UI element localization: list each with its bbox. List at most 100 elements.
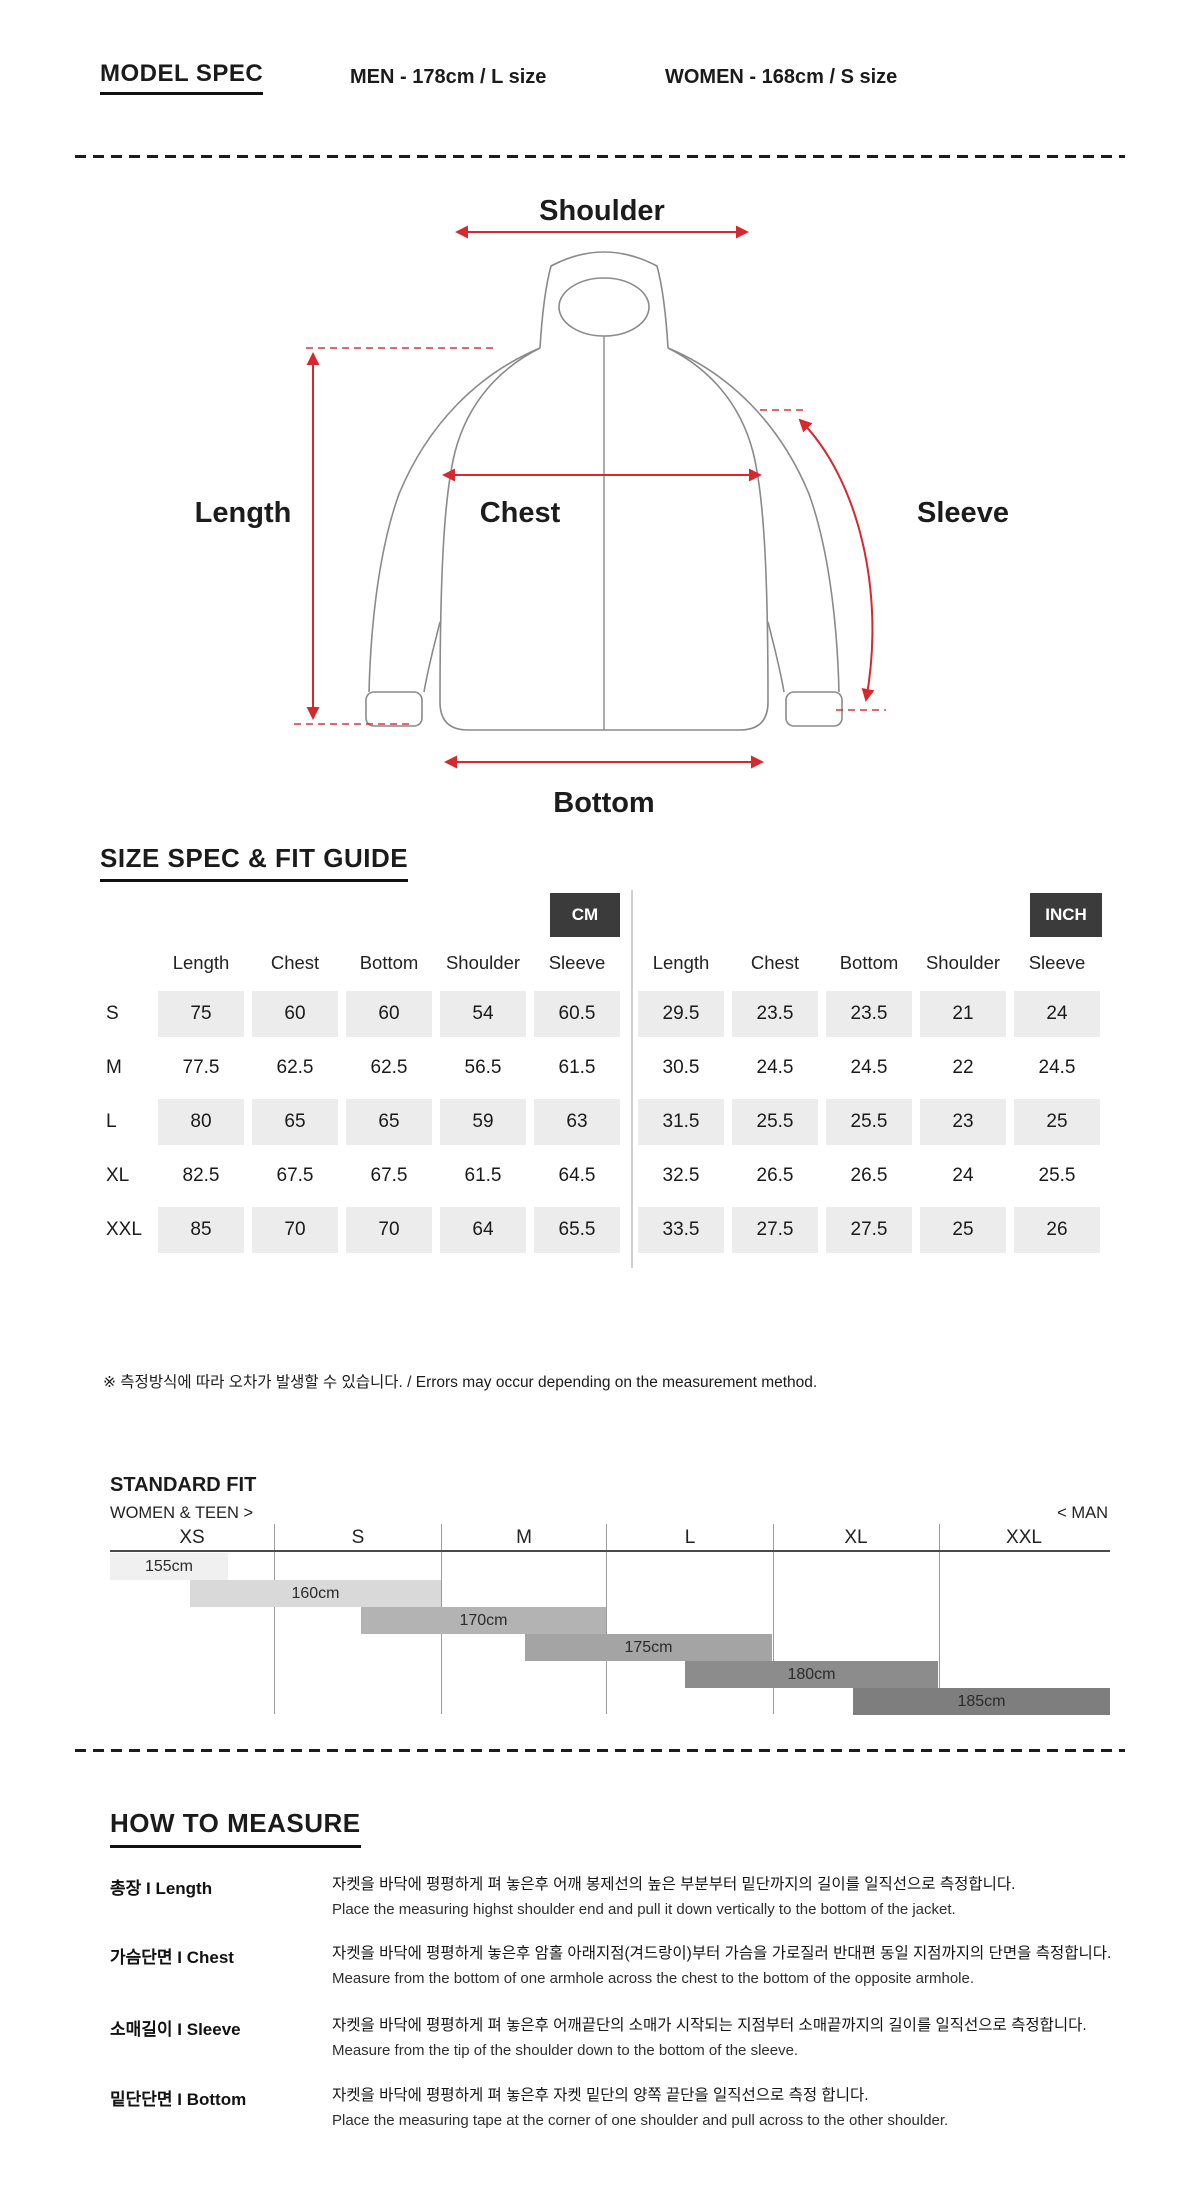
fit-grid-line — [606, 1524, 607, 1714]
inch-cell: 23.5 — [826, 991, 912, 1037]
measurement-arrows — [294, 225, 886, 769]
cm-cell: 67.5 — [370, 1165, 408, 1186]
size-label: M — [106, 1057, 122, 1078]
table-row: S 75 60 60 54 60.5 — [100, 991, 620, 1037]
sleeve-label: Sleeve — [917, 497, 1009, 529]
inch-col-sleeve: Sleeve — [1028, 952, 1086, 973]
measure-desc-ko: 자켓을 바닥에 평평하게 놓은후 암홀 아래지점(겨드랑이)부터 가슴을 가로질… — [332, 1945, 1112, 1962]
cm-cell: 61.5 — [558, 1057, 596, 1078]
measure-desc-ko: 자켓을 바닥에 평평하게 펴 놓은후 어깨 봉제선의 높은 부분부터 밑단까지의… — [332, 1876, 1016, 1893]
measure-label: 밑단단면 I Bottom — [110, 2090, 247, 2109]
inch-cell: 25 — [920, 1207, 1006, 1253]
dashed-separator-top — [75, 155, 1125, 158]
cm-cell: 80 — [158, 1099, 244, 1145]
table-row: 33.5 27.5 27.5 25 26 — [638, 1207, 1100, 1253]
inch-cell: 21 — [920, 991, 1006, 1037]
inch-cell: 23 — [920, 1099, 1006, 1145]
measure-desc-ko: 자켓을 바닥에 평평하게 펴 놓은후 자켓 밑단의 양쪽 끝단을 일직선으로 측… — [332, 2087, 869, 2104]
inch-cell: 22 — [952, 1057, 974, 1078]
cm-cell: 62.5 — [370, 1057, 408, 1078]
fit-grid-line — [939, 1524, 940, 1714]
measure-desc-bottom: 자켓을 바닥에 평평하게 펴 놓은후 자켓 밑단의 양쪽 끝단을 일직선으로 측… — [332, 2083, 1142, 2129]
fit-group-women-teen: WOMEN & TEEN > — [110, 1504, 254, 1522]
fit-size-s: S — [351, 1527, 365, 1548]
cm-cell: 64.5 — [558, 1165, 596, 1186]
neck-opening — [558, 277, 650, 337]
inch-cell: 23.5 — [732, 991, 818, 1037]
right-cuff — [785, 691, 843, 727]
cm-col-shoulder: Shoulder — [445, 952, 521, 973]
size-label: XL — [106, 1165, 130, 1186]
how-to-measure-title: HOW TO MEASURE — [110, 1808, 361, 1848]
measure-desc-en: Measure from the tip of the shoulder dow… — [332, 2042, 799, 2059]
measure-desc-chest: 자켓을 바닥에 평평하게 놓은후 암홀 아래지점(겨드랑이)부터 가슴을 가로질… — [332, 1941, 1142, 1987]
cm-cell: 65.5 — [534, 1207, 620, 1253]
model-spec-header: MODEL SPEC — [100, 60, 264, 95]
collar-outline — [539, 251, 669, 349]
inch-table-header: Length Chest Bottom Shoulder Sleeve — [638, 943, 1100, 983]
inch-col-shoulder: Shoulder — [925, 952, 1001, 973]
standard-fit-title: STANDARD FIT — [110, 1474, 257, 1496]
inch-cell: 25 — [1014, 1099, 1100, 1145]
inch-col-length: Length — [652, 952, 710, 973]
jacket-outline — [365, 251, 843, 731]
inch-cell: 31.5 — [638, 1099, 724, 1145]
cm-cell: 65 — [252, 1099, 338, 1145]
cm-cell: 82.5 — [182, 1165, 220, 1186]
inch-cell: 30.5 — [662, 1057, 700, 1078]
fit-group-man: < MAN — [1057, 1504, 1108, 1522]
table-row: 31.5 25.5 25.5 23 25 — [638, 1099, 1100, 1145]
table-row: XXL 85 70 70 64 65.5 — [100, 1207, 620, 1253]
cm-cell: 67.5 — [276, 1165, 314, 1186]
measure-desc-en: Place the measuring highst shoulder end … — [332, 1901, 956, 1918]
cm-cell: 65 — [346, 1099, 432, 1145]
size-label: L — [106, 1111, 117, 1132]
fit-grid-line — [274, 1524, 275, 1714]
right-sleeve-seam — [767, 621, 785, 693]
cm-cell: 85 — [158, 1207, 244, 1253]
cm-cell: 64 — [440, 1207, 526, 1253]
table-divider — [631, 890, 633, 1268]
model-spec-men: MEN - 178cm / L size — [350, 66, 547, 88]
size-spec-section-header: SIZE SPEC & FIT GUIDE — [100, 843, 409, 882]
fit-bar-180: 180cm — [685, 1661, 938, 1688]
fit-size-m: M — [516, 1527, 532, 1548]
size-spec-title: SIZE SPEC & FIT GUIDE — [100, 843, 409, 882]
table-row: 32.5 26.5 26.5 24 25.5 — [638, 1153, 1100, 1199]
measure-desc-sleeve: 자켓을 바닥에 평평하게 펴 놓은후 어깨끝단의 소매가 시작되는 지점부터 소… — [332, 2013, 1142, 2059]
fit-bar-185: 185cm — [853, 1688, 1110, 1715]
jacket-measure-diagram: Shoulder Length Chest Sleeve Bottom — [195, 195, 1009, 819]
model-spec-women: WOMEN - 168cm / S size — [665, 66, 898, 88]
fit-bar-160: 160cm — [190, 1580, 441, 1607]
cm-cell: 63 — [534, 1099, 620, 1145]
measure-label: 가슴단면 I Chest — [110, 1948, 234, 1967]
inch-cell: 29.5 — [638, 991, 724, 1037]
fit-bar-155: 155cm — [110, 1553, 228, 1580]
inch-cell: 25.5 — [732, 1099, 818, 1145]
cm-table-header: Length Chest Bottom Shoulder Sleeve — [100, 943, 620, 983]
cm-cell: 70 — [346, 1207, 432, 1253]
measure-row-bottom: 밑단단면 I Bottom — [110, 2085, 246, 2110]
cm-cell: 59 — [440, 1099, 526, 1145]
fit-size-xxl: XXL — [1006, 1527, 1042, 1548]
cm-cell: 75 — [158, 991, 244, 1037]
inch-cell: 27.5 — [826, 1207, 912, 1253]
right-sleeve-outline — [667, 347, 840, 693]
inch-cell: 26.5 — [756, 1165, 794, 1186]
cm-cell: 77.5 — [182, 1057, 220, 1078]
inch-unit-badge: INCH — [1030, 893, 1102, 937]
fit-bar-175: 175cm — [525, 1634, 772, 1661]
fit-size-l: L — [684, 1527, 696, 1548]
inch-cell: 26 — [1014, 1207, 1100, 1253]
cm-cell: 62.5 — [276, 1057, 314, 1078]
left-cuff — [365, 691, 423, 727]
inch-cell: 24 — [952, 1165, 974, 1186]
measure-row-length: 총장 I Length — [110, 1874, 212, 1899]
cm-cell: 70 — [252, 1207, 338, 1253]
cm-cell: 54 — [440, 991, 526, 1037]
inch-cell: 24.5 — [850, 1057, 888, 1078]
fit-size-xs: XS — [179, 1527, 205, 1548]
inch-cell: 27.5 — [732, 1207, 818, 1253]
how-to-measure-header: HOW TO MEASURE — [110, 1808, 361, 1848]
table-row: XL 82.5 67.5 67.5 61.5 64.5 — [100, 1153, 620, 1199]
